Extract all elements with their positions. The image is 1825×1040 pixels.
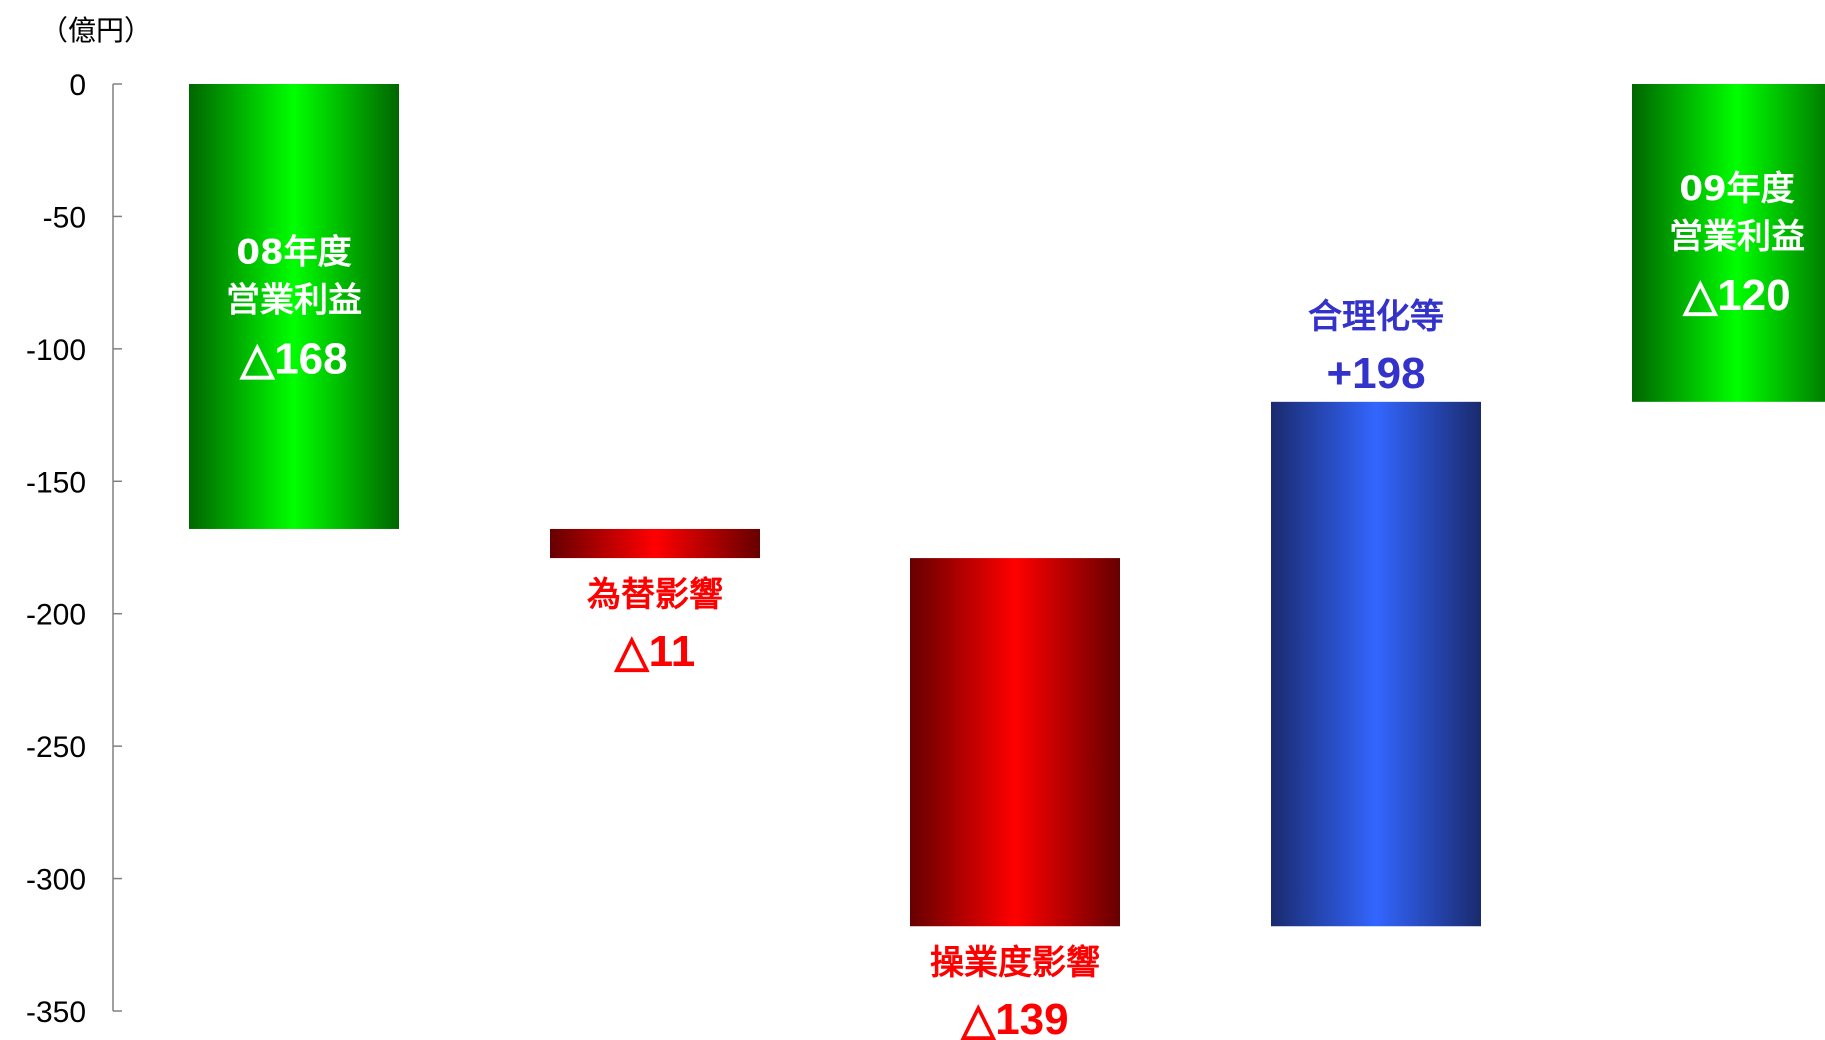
y-tick-label: -50 [43,201,86,234]
y-tick-label: 0 [69,69,86,102]
bar-4-name: 合理化等 [1308,297,1444,337]
y-tick-label: -350 [26,996,86,1029]
bar-1-value: △168 [239,334,347,383]
y-axis: 0 -50 -100 -150 -200 -250 -300 -350 [26,69,122,1029]
y-tick-label: -250 [26,731,86,764]
y-tick-label: -200 [26,599,86,632]
bar-5-name-line: 09年度 [1679,169,1794,209]
bar-5-name-line: 営業利益 [1669,217,1805,257]
bar-3 [910,558,1120,927]
unit-label: （億円） [40,14,152,47]
bar-1-name-line: 08年度 [236,232,351,272]
bars-group [189,84,1825,927]
bar-3-value: △139 [960,995,1068,1040]
bar-4 [1271,401,1481,927]
bar-3-name: 操業度影響 [930,943,1100,983]
bar-2 [550,528,760,559]
y-tick-label: -150 [26,466,86,499]
y-tick-label: -100 [26,334,86,367]
bar-2-name: 為替影響 [587,575,723,615]
bar-5 [1632,84,1825,402]
bar-1-name-line: 営業利益 [226,280,362,320]
bar-4-value: +198 [1326,349,1425,398]
bar-2-value: △11 [614,627,695,676]
labels-group: 08年度営業利益△168為替影響△11操業度影響△139合理化等+19809年度… [226,169,1805,1040]
bar-1 [189,84,399,529]
y-tick-label: -300 [26,864,86,897]
bar-5-value: △120 [1682,271,1790,320]
